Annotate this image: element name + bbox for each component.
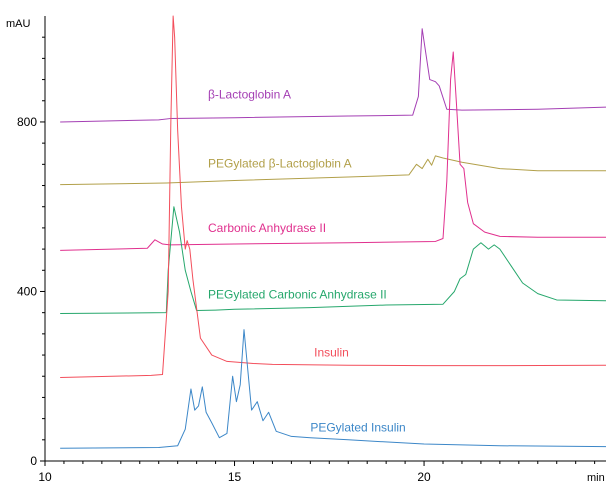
y-tick-label: 0 — [30, 454, 37, 468]
series-label-4: Insulin — [314, 346, 349, 360]
y-tick-label: 800 — [17, 115, 37, 129]
tick-group: 0 400 800 10 15 20 — [17, 36, 596, 483]
series-label-3: PEGylated Carbonic Anhydrase II — [208, 288, 387, 302]
series-label-5: PEGylated Insulin — [310, 420, 405, 434]
x-tick-label: 10 — [38, 470, 52, 483]
y-tick-label: 400 — [17, 284, 37, 298]
x-tick-label: 20 — [417, 470, 431, 483]
y-axis-unit-label: mAU — [6, 18, 31, 30]
trace-2 — [60, 51, 606, 251]
trace-3 — [60, 206, 607, 315]
trace-1 — [60, 155, 606, 186]
series-label-2: Carbonic Anhydrase II — [208, 221, 326, 235]
series-label-1: PEGylated β-Lactoglobin A — [208, 157, 352, 171]
trace-group — [60, 15, 607, 449]
x-tick-label: 15 — [228, 470, 242, 483]
trace-5 — [60, 329, 607, 449]
trace-4 — [60, 15, 607, 379]
trace-0 — [60, 28, 607, 123]
series-label-group: β-Lactoglobin A PEGylated β-Lactoglobin A… — [208, 88, 406, 435]
series-label-0: β-Lactoglobin A — [208, 88, 291, 102]
x-axis-unit-label: min — [587, 472, 605, 483]
axes: mAU min — [6, 16, 606, 483]
